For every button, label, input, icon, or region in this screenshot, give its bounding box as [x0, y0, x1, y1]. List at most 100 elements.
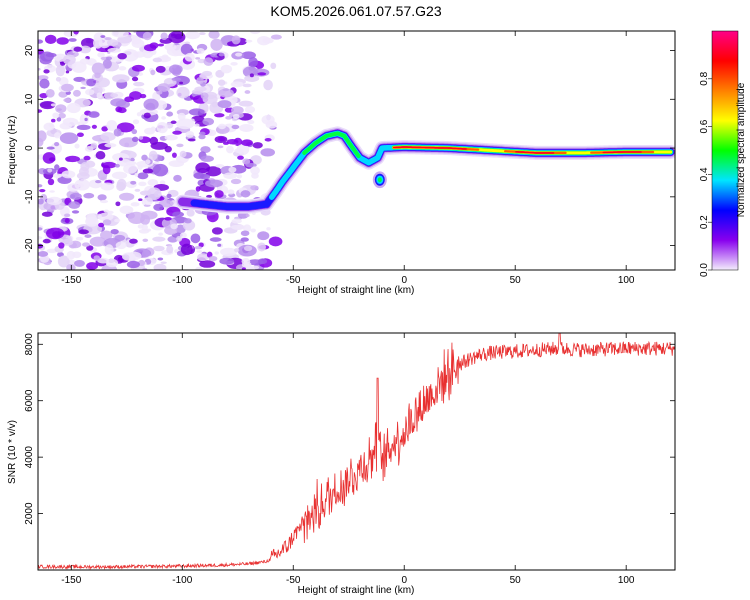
noise-blob: [39, 78, 50, 89]
noise-blob: [242, 158, 251, 165]
noise-blob: [225, 215, 230, 220]
noise-blob: [50, 142, 62, 154]
ridge-band: [302, 131, 361, 159]
y-tick-label: 2000: [24, 502, 35, 525]
noise-blob: [54, 164, 60, 171]
noise-blob: [200, 92, 209, 100]
noise-blob: [176, 143, 184, 148]
y-tick-label: 20: [24, 45, 35, 57]
noise-blob: [168, 31, 186, 44]
noise-blob: [217, 100, 232, 109]
noise-blob: [150, 69, 156, 76]
noise-blob: [72, 89, 81, 97]
noise-blob: [38, 184, 43, 188]
y-tick-label: 8000: [24, 333, 35, 356]
x-tick-label: -50: [286, 575, 301, 586]
noise-blob: [44, 34, 57, 44]
noise-blob: [80, 161, 90, 172]
noise-blob: [179, 150, 187, 158]
noise-blob: [161, 116, 167, 120]
noise-blob: [171, 77, 182, 82]
noise-blob: [62, 54, 76, 65]
noise-blob: [208, 255, 218, 262]
noise-blob: [199, 260, 216, 268]
noise-blob: [245, 39, 253, 43]
noise-blob: [52, 173, 62, 179]
noise-blob: [38, 236, 43, 240]
noise-blob: [179, 81, 184, 85]
noise-blob: [131, 76, 139, 82]
noise-blob: [160, 32, 168, 40]
noise-blob: [113, 128, 122, 137]
snr-y-axis: 2000 4000 6000 8000: [24, 333, 675, 525]
noise-blob: [268, 236, 283, 247]
noise-blob: [236, 174, 243, 179]
noise-blob: [55, 76, 62, 82]
noise-blob: [219, 257, 235, 265]
x-tick-label: 0: [401, 575, 407, 586]
noise-blob: [38, 198, 44, 205]
noise-blob: [261, 114, 275, 125]
noise-blob: [211, 227, 223, 235]
noise-blob: [159, 180, 166, 185]
noise-blob: [54, 142, 60, 147]
noise-blob: [73, 46, 83, 52]
noise-blob: [233, 248, 240, 253]
noise-blob: [54, 132, 61, 139]
noise-blob: [235, 52, 243, 57]
noise-blob: [249, 73, 254, 78]
noise-blob: [263, 79, 273, 91]
noise-blob: [118, 157, 123, 161]
noise-blob: [228, 166, 237, 173]
noise-blob: [184, 52, 195, 62]
noise-blob: [45, 227, 65, 240]
noise-blob: [100, 182, 115, 191]
noise-blob: [164, 145, 172, 153]
noise-blob: [115, 201, 121, 207]
noise-blob: [157, 43, 165, 47]
noise-blob: [157, 83, 171, 92]
noise-blob: [164, 134, 178, 141]
noise-blob: [160, 261, 167, 265]
noise-blob: [167, 235, 179, 243]
x-tick-label: -150: [61, 275, 81, 286]
ridge-band: [602, 151, 642, 154]
noise-blob: [114, 218, 121, 223]
x-tick-label: -100: [172, 275, 192, 286]
colorbar-gradient: [711, 30, 739, 271]
spectrogram-noise-layer: [38, 31, 283, 270]
noise-blob: [125, 160, 137, 166]
noise-blob: [85, 216, 99, 227]
noise-blob: [145, 159, 151, 165]
noise-blob: [90, 142, 98, 149]
noise-blob: [130, 180, 137, 185]
snr-plot-area: [38, 333, 675, 570]
y-tick-label: -20: [24, 238, 35, 253]
colorbar-ticks: 0.0 0.2 0.4 0.6 0.8: [699, 71, 712, 277]
noise-blob: [257, 242, 266, 252]
noise-blob: [57, 255, 70, 268]
colorbar-tick-label: 0.4: [699, 167, 710, 181]
noise-blob: [153, 245, 165, 252]
noise-blob: [170, 120, 177, 125]
noise-blob: [194, 86, 207, 92]
noise-blob: [85, 88, 95, 96]
noise-blob: [227, 189, 235, 195]
noise-blob: [230, 224, 246, 230]
noise-blob: [270, 34, 282, 40]
noise-blob: [153, 263, 167, 270]
noise-blob: [101, 126, 108, 132]
noise-blob: [196, 250, 203, 253]
colorbar-tick-label: 0.6: [699, 119, 710, 133]
noise-blob: [158, 232, 164, 236]
noise-blob: [217, 79, 226, 86]
noise-blob: [161, 54, 169, 61]
noise-blob: [202, 117, 214, 126]
noise-blob: [239, 123, 254, 132]
noise-blob: [134, 188, 141, 192]
noise-blob: [243, 245, 253, 252]
noise-blob: [184, 41, 191, 45]
noise-blob: [83, 192, 95, 199]
noise-blob: [80, 86, 86, 90]
noise-blob: [231, 124, 240, 130]
